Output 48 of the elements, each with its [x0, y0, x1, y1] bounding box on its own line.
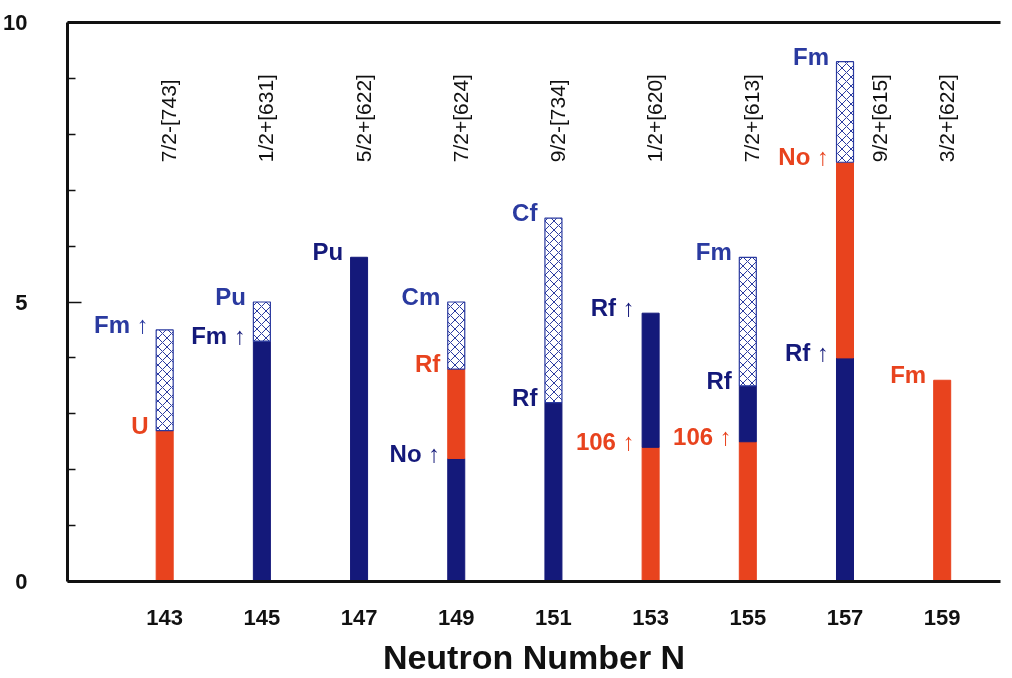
annotation: Rf ↑ — [590, 294, 635, 322]
annotation: Cm — [401, 283, 441, 310]
annotation: Rf — [512, 383, 539, 411]
annotation: Fm — [695, 238, 732, 266]
x-tick-label: 145 — [243, 604, 281, 630]
x-tick-label: 155 — [729, 604, 767, 630]
x-tick-label: 153 — [632, 604, 669, 630]
annotation: Rf — [414, 350, 442, 378]
bar — [350, 256, 369, 582]
annotation: Cf — [512, 199, 539, 227]
bar — [447, 458, 466, 582]
annotation: Pu — [215, 283, 246, 310]
bar — [836, 161, 854, 359]
x-tick-label: 149 — [437, 604, 475, 630]
annotation: Fm ↑ — [94, 310, 149, 338]
bar — [836, 357, 854, 582]
annotation: 7/2-[743] — [157, 79, 181, 163]
annotation: 106 ↑ — [575, 428, 635, 456]
bar — [252, 340, 271, 582]
annotation: Rf ↑ — [785, 338, 830, 366]
bar — [447, 368, 466, 460]
annotation: Fm — [890, 361, 927, 389]
x-axis-title: Neutron Number N — [382, 637, 686, 676]
annotation: 7/2+[613] — [740, 74, 764, 163]
y-tick-label: 0 — [15, 569, 28, 594]
bar — [544, 402, 563, 582]
x-tick-label: 151 — [535, 604, 572, 630]
annotation: No ↑ — [778, 143, 830, 171]
y-tick-label: 5 — [15, 289, 28, 315]
annotation: 3/2+[622] — [934, 74, 958, 163]
annotation: Pu — [312, 238, 344, 266]
annotation: 7/2+[624] — [448, 74, 472, 163]
x-tick-label: 147 — [340, 604, 378, 630]
annotation: Fm — [793, 42, 829, 70]
annotation: 9/2+[615] — [867, 74, 891, 163]
annotation: U — [131, 411, 149, 439]
x-tick-label: 157 — [826, 604, 864, 630]
annotation: 106 ↑ — [673, 422, 732, 450]
x-tick-label: 143 — [146, 604, 184, 630]
x-tick-label: 159 — [923, 604, 961, 630]
annotation: Fm ↑ — [191, 322, 246, 350]
annotation: No ↑ — [389, 439, 441, 467]
annotation: 5/2+[622] — [351, 74, 375, 163]
annotation: 9/2-[734] — [545, 79, 569, 163]
annotation: Rf — [706, 366, 733, 394]
annotation: 1/2+[631] — [254, 74, 278, 163]
annotation: 1/2+[620] — [643, 74, 667, 163]
y-tick-label: 10 — [3, 10, 28, 35]
